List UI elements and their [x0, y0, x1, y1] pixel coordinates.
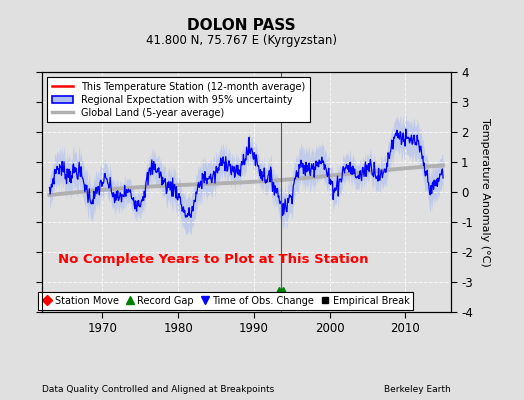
Text: 41.800 N, 75.767 E (Kyrgyzstan): 41.800 N, 75.767 E (Kyrgyzstan)	[146, 34, 336, 47]
Text: Berkeley Earth: Berkeley Earth	[384, 385, 451, 394]
Text: DOLON PASS: DOLON PASS	[187, 18, 296, 33]
Text: No Complete Years to Plot at This Station: No Complete Years to Plot at This Statio…	[58, 253, 369, 266]
Legend: Station Move, Record Gap, Time of Obs. Change, Empirical Break: Station Move, Record Gap, Time of Obs. C…	[38, 292, 413, 310]
Y-axis label: Temperature Anomaly (°C): Temperature Anomaly (°C)	[480, 118, 490, 266]
Text: Data Quality Controlled and Aligned at Breakpoints: Data Quality Controlled and Aligned at B…	[42, 385, 274, 394]
